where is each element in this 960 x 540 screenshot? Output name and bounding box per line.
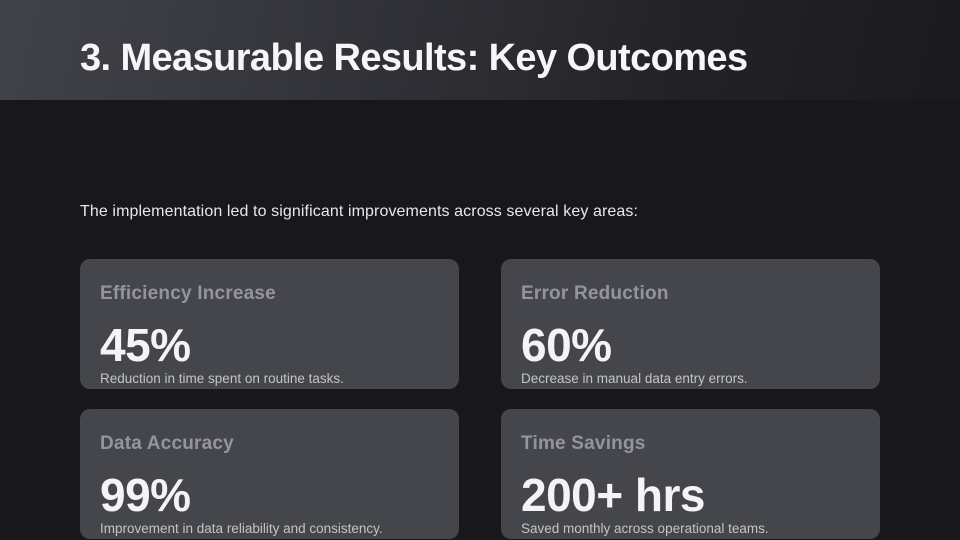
stat-card-caption: Reduction in time spent on routine tasks… (100, 371, 344, 386)
stat-card-data-accuracy: Data Accuracy 99% Improvement in data re… (80, 409, 459, 539)
stat-card-heading: Efficiency Increase (100, 283, 276, 304)
stat-card-value: 200+ hrs (521, 469, 705, 521)
stat-card-value: 60% (521, 319, 612, 371)
stat-card-value: 99% (100, 469, 191, 521)
intro-text: The implementation led to significant im… (80, 203, 639, 220)
slide-body: The implementation led to significant im… (0, 203, 960, 539)
stat-card-grid: Efficiency Increase 45% Reduction in tim… (80, 259, 880, 539)
stat-card-caption: Decrease in manual data entry errors. (521, 371, 748, 386)
stat-card-caption: Saved monthly across operational teams. (521, 521, 769, 536)
stat-card-error-reduction: Error Reduction 60% Decrease in manual d… (501, 259, 880, 389)
stat-card-heading: Time Savings (521, 433, 646, 454)
stat-card-time-savings: Time Savings 200+ hrs Saved monthly acro… (501, 409, 880, 539)
stat-card-efficiency-increase: Efficiency Increase 45% Reduction in tim… (80, 259, 459, 389)
slide-title: 3. Measurable Results: Key Outcomes (80, 36, 748, 79)
stat-card-heading: Data Accuracy (100, 433, 234, 454)
slide-header: 3. Measurable Results: Key Outcomes (0, 0, 960, 100)
stat-card-heading: Error Reduction (521, 283, 669, 304)
stat-card-value: 45% (100, 319, 191, 371)
stat-card-caption: Improvement in data reliability and cons… (100, 521, 383, 536)
